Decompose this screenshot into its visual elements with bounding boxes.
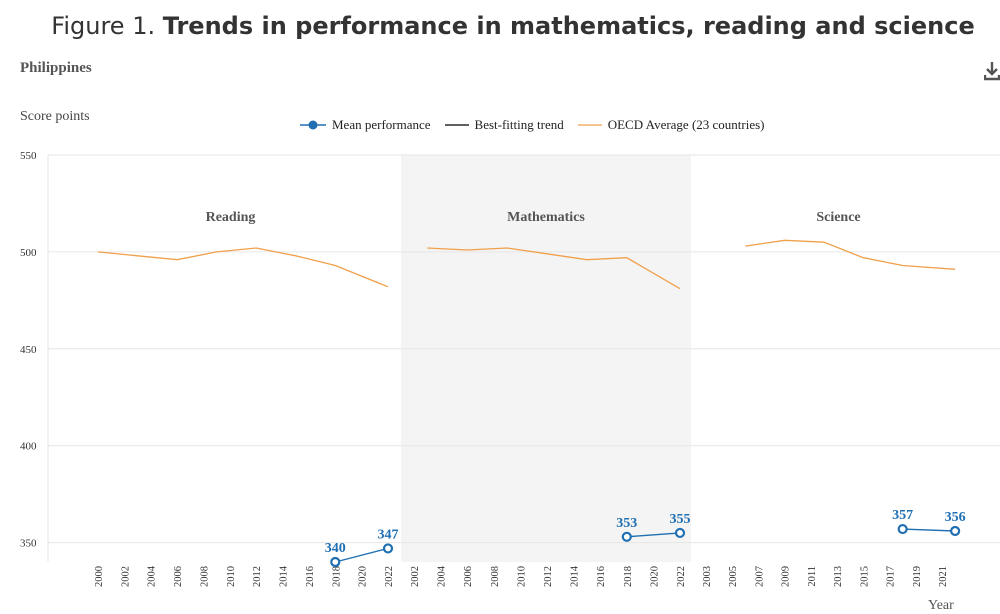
mean-point-science: [950, 525, 961, 537]
mean-point-science: [897, 523, 908, 535]
x-tick-label: 2013: [833, 566, 844, 587]
figure-title-main: Trends in performance in mathematics, re…: [162, 12, 975, 40]
x-tick-label: 2010: [516, 566, 527, 587]
x-tick-label: 2020: [649, 566, 660, 587]
x-tick-label: 2014: [279, 565, 290, 587]
legend-label-mean: Mean performance: [332, 117, 431, 132]
panel-shade-mathematics: [401, 155, 691, 562]
x-tick-label: 2008: [199, 566, 210, 587]
x-tick-label: 2016: [596, 566, 607, 587]
oecd-line-science: [745, 239, 956, 270]
x-tick-label: 2018: [331, 566, 342, 587]
panel-title-science: Science: [816, 210, 860, 225]
x-tick-label: 2021: [938, 566, 949, 587]
x-tick-label: 2014: [570, 565, 581, 587]
data-label-reading: 347: [378, 527, 399, 542]
y-axis-title: Score points: [20, 109, 90, 124]
x-tick-label: 2015: [859, 566, 870, 587]
y-tick-label: 350: [20, 538, 37, 550]
mean-point-mathematics: [621, 531, 632, 542]
legend-swatch-trend: [444, 124, 469, 126]
y-tick-label: 550: [20, 150, 37, 162]
mean-point-reading: [382, 543, 394, 554]
x-tick-label: 2004: [437, 565, 448, 587]
x-tick-label: 2007: [754, 566, 765, 587]
legend-item-mean[interactable]: Mean performance: [300, 117, 431, 133]
data-label-science: 356: [945, 510, 966, 525]
x-tick-label: 2004: [147, 565, 158, 587]
x-tick-label: 2018: [623, 566, 634, 587]
data-label-reading: 340: [325, 541, 346, 556]
x-tick-label: 2011: [807, 566, 818, 587]
legend-label-oecd: OECD Average (23 countries): [607, 117, 765, 132]
data-label-science: 357: [892, 508, 913, 523]
download-icon[interactable]: [984, 60, 1000, 82]
x-tick-label: 2006: [173, 566, 184, 587]
mean-line-mathematics: [626, 532, 681, 538]
oecd-line-mathematics: [427, 247, 681, 290]
x-tick-label: 2006: [463, 566, 474, 587]
x-axis-title: Year: [928, 598, 954, 613]
x-tick-label: 2020: [358, 566, 369, 587]
x-tick-label: 2012: [252, 566, 263, 587]
legend-item-trend[interactable]: Best-fitting trend: [444, 117, 564, 133]
data-label-mathematics: 353: [616, 516, 637, 531]
mean-line-science: [902, 528, 956, 532]
y-tick-label: 450: [20, 344, 37, 356]
x-tick-label: 2019: [912, 566, 923, 587]
x-tick-label: 2022: [384, 566, 395, 587]
legend-swatch-mean: [300, 120, 326, 130]
mean-point-reading: [330, 556, 341, 568]
x-tick-label: 2010: [226, 566, 237, 587]
x-tick-label: 2008: [490, 566, 501, 587]
data-label-mathematics: 355: [670, 512, 691, 527]
oecd-line-reading: [97, 247, 389, 288]
legend-label-trend: Best-fitting trend: [474, 117, 564, 132]
x-tick-label: 2017: [886, 566, 897, 587]
legend: Mean performance Best-fitting trend OECD…: [300, 116, 779, 134]
figure-title-prefix: Figure 1.: [51, 12, 156, 40]
legend-swatch-oecd: [577, 124, 602, 126]
panel-title-mathematics: Mathematics: [507, 210, 585, 225]
x-tick-label: 2000: [94, 566, 105, 587]
x-tick-label: 2016: [305, 566, 316, 587]
x-tick-label: 2002: [410, 566, 421, 587]
figure-title: Figure 1. Trends in performance in mathe…: [0, 12, 1000, 40]
x-tick-label: 2003: [702, 566, 713, 587]
mean-point-mathematics: [674, 527, 686, 539]
x-tick-label: 2009: [781, 566, 792, 587]
y-tick-label: 500: [20, 247, 37, 259]
legend-item-oecd[interactable]: OECD Average (23 countries): [577, 117, 765, 133]
mean-line-reading: [335, 547, 389, 563]
x-tick-label: 2022: [676, 566, 687, 587]
x-tick-label: 2012: [543, 566, 554, 587]
x-tick-label: 2002: [120, 566, 131, 587]
country-label: Philippines: [20, 60, 92, 76]
panel-title-reading: Reading: [206, 210, 256, 225]
y-tick-label: 400: [20, 441, 37, 453]
x-tick-label: 2005: [728, 566, 739, 587]
